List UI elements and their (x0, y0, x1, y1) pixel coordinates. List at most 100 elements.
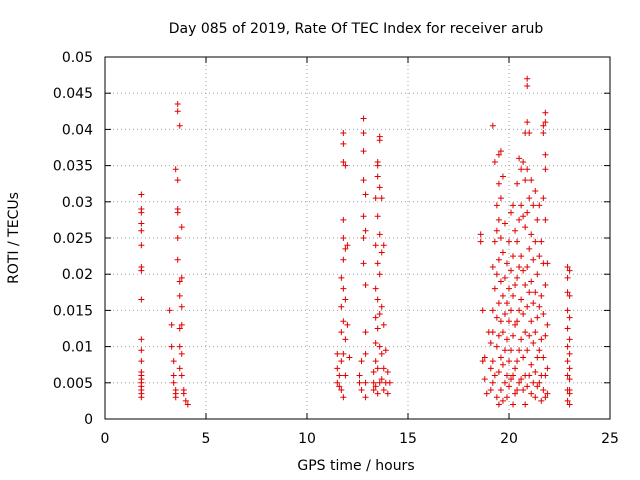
data-point (362, 350, 369, 357)
data-point (542, 109, 549, 116)
data-point (372, 314, 379, 321)
data-point (380, 242, 387, 249)
data-point (489, 307, 496, 314)
data-point (382, 347, 389, 354)
data-point (497, 354, 504, 361)
grid-lines (105, 57, 610, 419)
data-point (170, 372, 177, 379)
data-point (346, 354, 353, 361)
data-point (168, 321, 175, 328)
data-point (340, 394, 347, 401)
data-point (534, 383, 541, 390)
data-point (540, 130, 547, 137)
data-point (526, 289, 533, 296)
data-point (510, 202, 517, 209)
data-point (493, 343, 500, 350)
y-tick-label: 0 (84, 412, 93, 428)
data-point (544, 321, 551, 328)
data-point (524, 166, 531, 173)
data-point (518, 296, 525, 303)
data-point (340, 235, 347, 241)
data-point (512, 227, 519, 234)
data-point (540, 122, 547, 129)
chart-title: Day 085 of 2019, Rate Of TEC Index for r… (169, 21, 544, 37)
data-point (178, 274, 185, 281)
data-point (566, 336, 573, 343)
data-point (334, 379, 341, 386)
data-point (542, 119, 549, 126)
y-tick-label: 0.04 (62, 122, 93, 138)
data-point (514, 358, 521, 365)
data-point (530, 256, 537, 263)
data-point (524, 209, 531, 216)
data-point (360, 130, 367, 137)
data-point (564, 307, 571, 314)
data-point (380, 387, 387, 394)
data-point (542, 151, 549, 158)
data-point (479, 307, 486, 314)
data-point (508, 209, 515, 216)
data-point (532, 368, 539, 375)
data-point (376, 343, 383, 350)
data-point (495, 401, 502, 408)
data-point (532, 329, 539, 336)
data-point (530, 300, 537, 307)
data-point (376, 271, 383, 278)
data-point (340, 256, 347, 263)
data-point (138, 267, 145, 274)
data-point (374, 173, 381, 180)
data-point (516, 347, 523, 354)
data-point (518, 376, 525, 383)
data-point (336, 372, 343, 379)
data-point (374, 213, 381, 220)
data-point (503, 372, 510, 379)
data-point (138, 347, 145, 354)
data-point (178, 321, 185, 328)
data-point (360, 235, 367, 241)
data-point (344, 321, 351, 328)
data-point (378, 195, 385, 202)
data-point (344, 242, 351, 249)
data-point (342, 336, 349, 343)
data-point (514, 238, 521, 245)
data-point (510, 292, 517, 299)
y-tick-label: 0.045 (53, 86, 93, 102)
data-point (499, 249, 506, 256)
data-point (503, 394, 510, 401)
data-point (512, 321, 519, 328)
data-point (378, 303, 385, 310)
data-point (510, 401, 517, 408)
data-point (566, 267, 573, 274)
data-point (138, 394, 145, 401)
data-point (338, 387, 345, 394)
data-point (526, 332, 533, 339)
data-point (493, 314, 500, 321)
data-point (340, 140, 347, 147)
data-point (536, 253, 543, 260)
data-point (512, 390, 519, 397)
data-point (168, 343, 175, 350)
data-point (384, 390, 391, 397)
data-point (520, 354, 527, 361)
data-point (378, 376, 385, 383)
data-point (176, 292, 183, 299)
y-tick-label: 0.025 (53, 231, 93, 247)
data-point (514, 318, 521, 325)
x-tick-label: 15 (399, 431, 417, 447)
data-point (522, 282, 529, 289)
data-point (372, 339, 379, 346)
data-point (542, 282, 549, 289)
data-point (524, 82, 531, 89)
data-point (497, 318, 504, 325)
data-point (176, 122, 183, 129)
data-point (495, 368, 502, 375)
data-point (483, 390, 490, 397)
data-point (516, 263, 523, 270)
data-point (522, 224, 529, 231)
data-point (374, 365, 381, 372)
data-point (532, 238, 539, 245)
data-point (376, 379, 383, 386)
data-point (528, 390, 535, 397)
data-point (522, 329, 529, 336)
data-point (526, 130, 533, 137)
